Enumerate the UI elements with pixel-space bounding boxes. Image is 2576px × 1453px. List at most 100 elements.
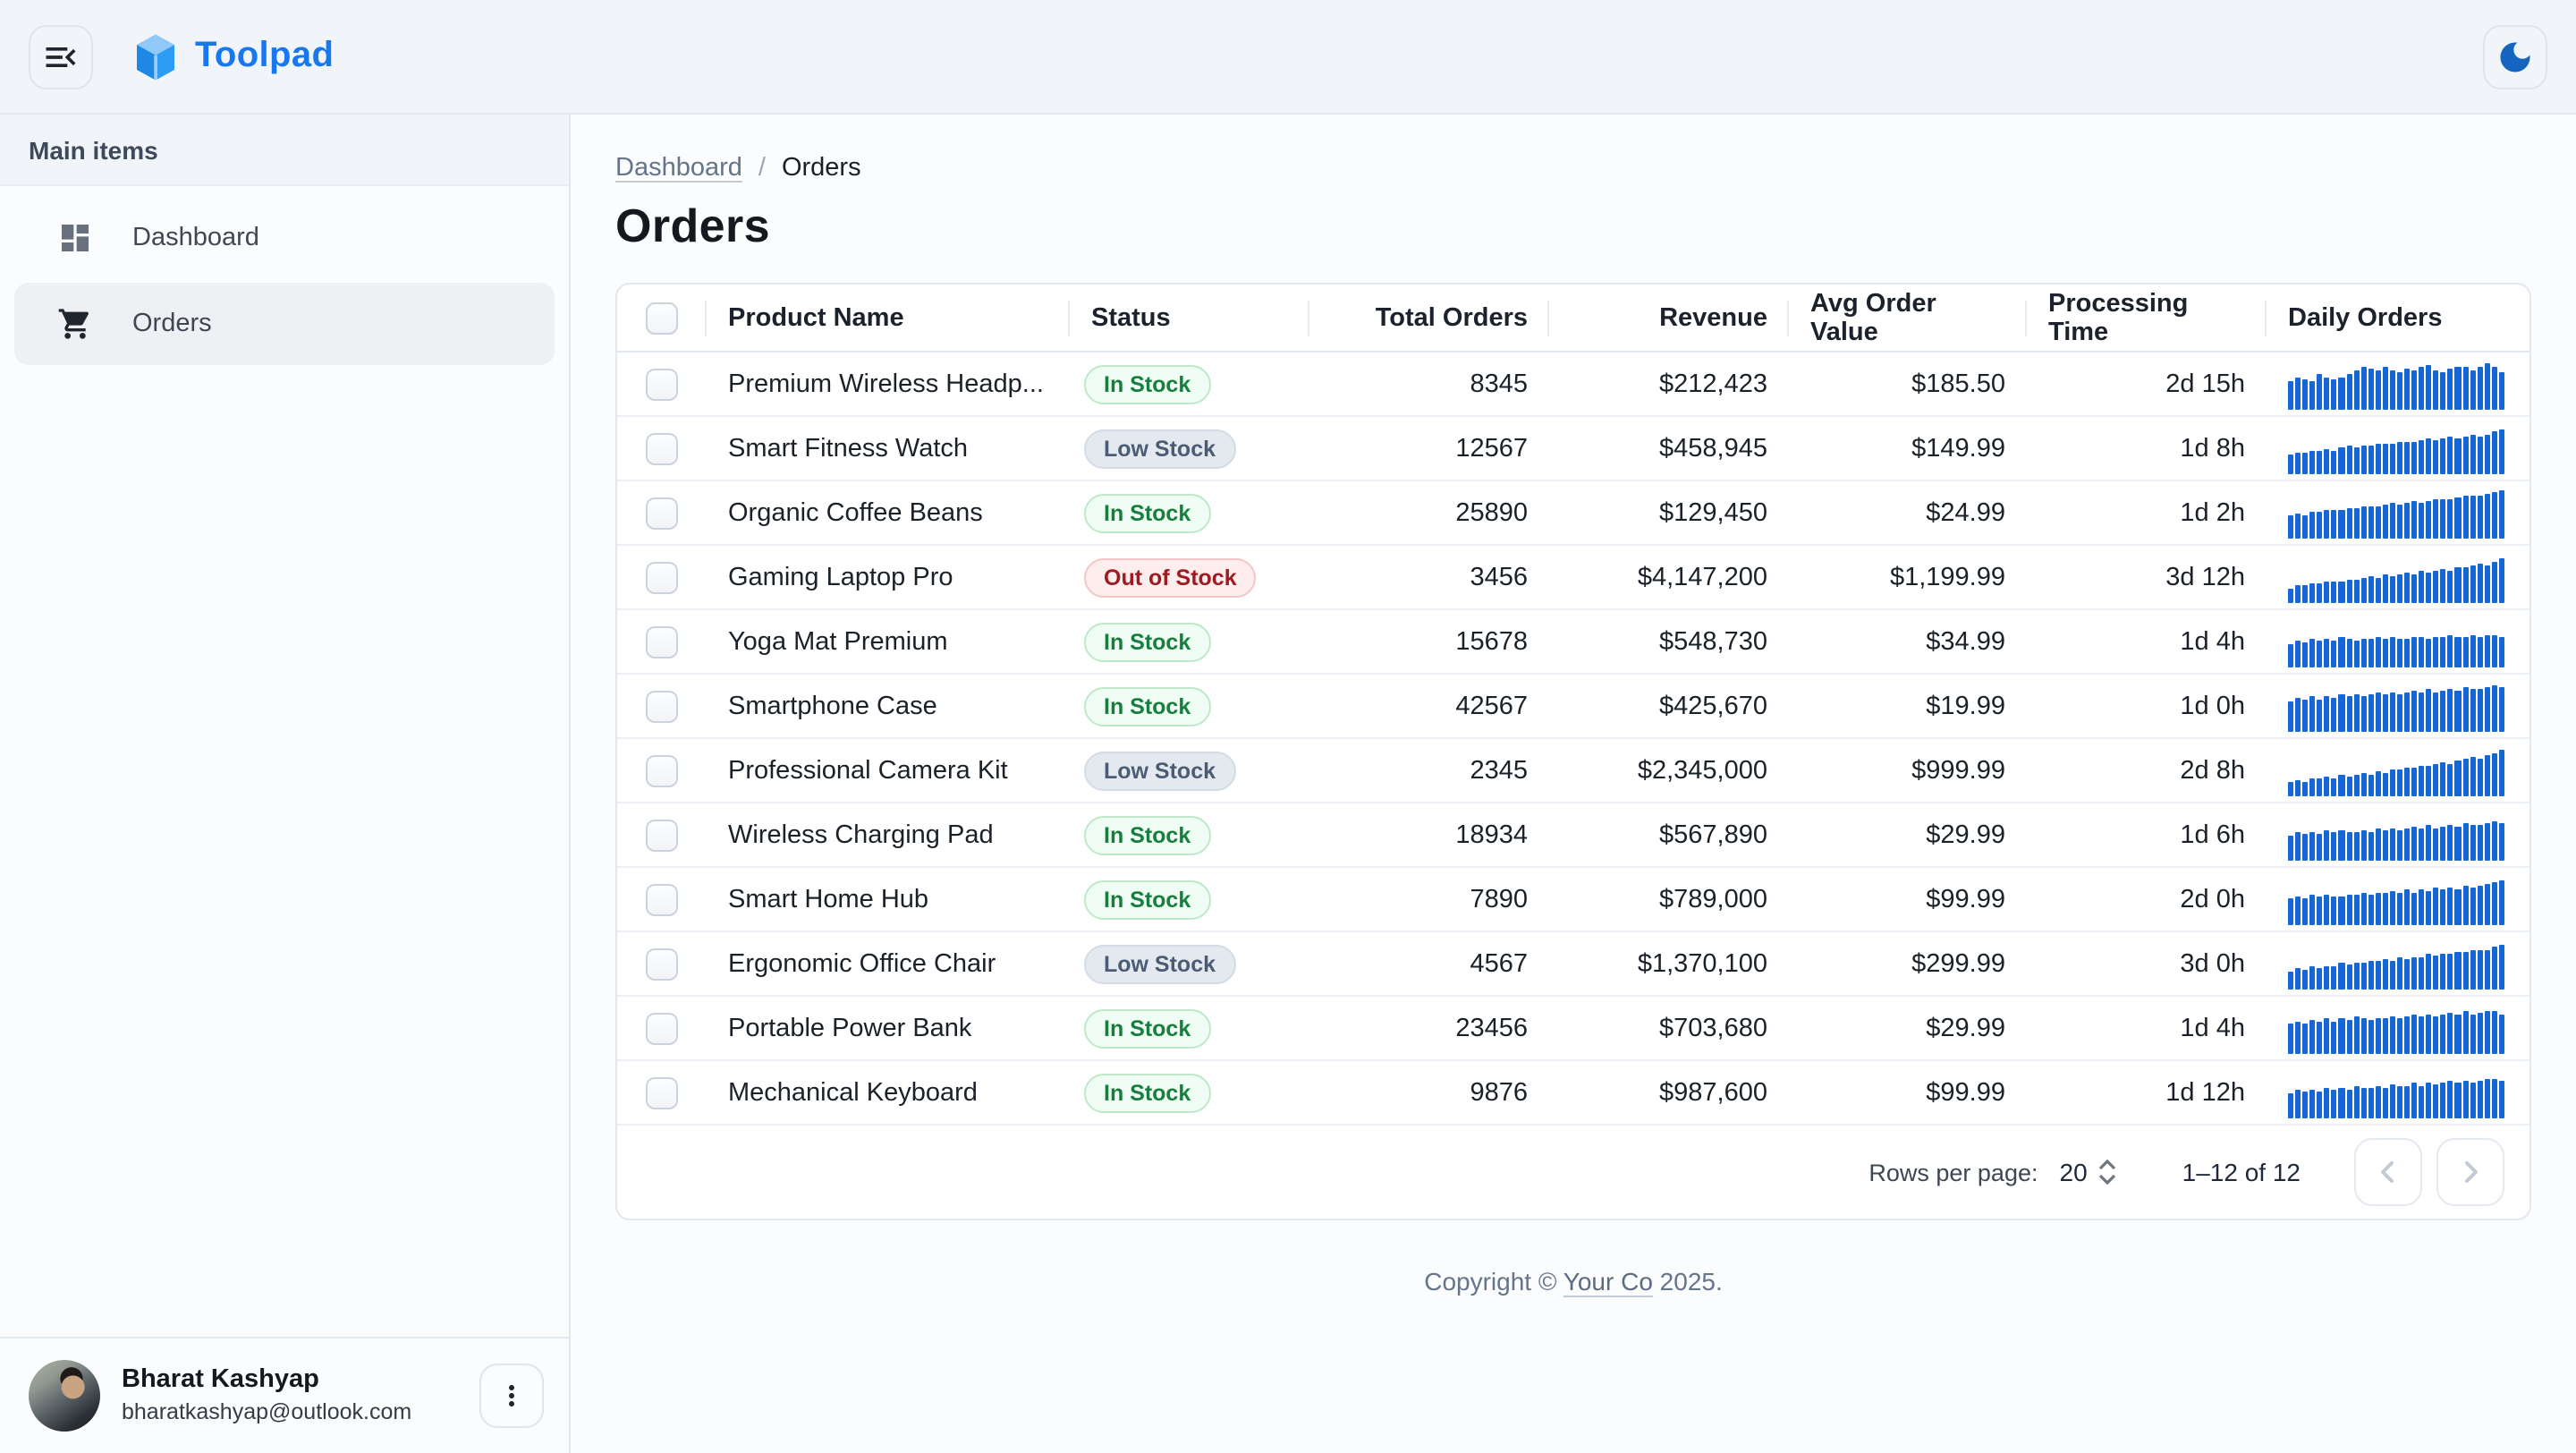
table-row[interactable]: Professional Camera Kit Low Stock 2345 $… [617,739,2529,803]
table-row[interactable]: Yoga Mat Premium In Stock 15678 $548,730… [617,610,2529,675]
collapse-sidebar-button[interactable] [29,24,93,89]
row-checkbox[interactable] [646,1076,678,1109]
sidebar-item-dashboard[interactable]: Dashboard [14,197,555,279]
chevron-right-icon [2453,1154,2488,1190]
row-checkbox[interactable] [646,368,678,400]
brand[interactable]: Toolpad [132,31,334,81]
sparkline-bar [2324,581,2330,602]
row-checkbox[interactable] [646,947,678,980]
row-checkbox[interactable] [646,625,678,658]
select-all-checkbox[interactable] [646,302,678,334]
row-checkbox[interactable] [646,754,678,786]
rows-per-page-value[interactable]: 20 [2059,1158,2088,1186]
row-checkbox[interactable] [646,1012,678,1044]
status-cell: In Stock [1070,686,1309,726]
column-header-revenue[interactable]: Revenue [1549,285,1789,351]
status-cell: In Stock [1070,622,1309,661]
daily-orders-cell [2267,423,2529,473]
user-menu-button[interactable] [479,1364,544,1428]
column-header-processing-time[interactable]: Processing Time [2027,285,2267,351]
total-orders-cell: 42567 [1455,692,1528,720]
sparkline-bar [2302,897,2309,924]
sparkline-bar [2404,888,2411,924]
sparkline-bar [2389,769,2395,795]
sparkline-bar [2309,695,2316,731]
table-row[interactable]: Organic Coffee Beans In Stock 25890 $129… [617,481,2529,546]
sparkline-bar [2411,892,2418,924]
table-row[interactable]: Wireless Charging Pad In Stock 18934 $56… [617,803,2529,868]
table-row[interactable]: Portable Power Bank In Stock 23456 $703,… [617,997,2529,1061]
row-checkbox[interactable] [646,497,678,529]
sparkline-bar [2440,761,2446,795]
row-checkbox[interactable] [646,883,678,915]
sparkline-bar [2331,581,2337,602]
sparkline-bar [2454,566,2461,602]
sparkline-bar [2288,454,2294,473]
total-orders-cell: 12567 [1455,434,1528,463]
sparkline-bar [2477,688,2483,731]
next-page-button[interactable] [2436,1138,2504,1206]
sparkline-bar [2331,640,2337,667]
sparkline-bar [2324,638,2330,667]
table-row[interactable]: Mechanical Keyboard In Stock 9876 $987,6… [617,1061,2529,1126]
table-row[interactable]: Smartphone Case In Stock 42567 $425,670 … [617,675,2529,739]
row-checkbox[interactable] [646,690,678,722]
sparkline-bar [2353,446,2360,473]
sparkline-bar [2470,565,2476,602]
sparkline-bar [2477,824,2483,860]
revenue-cell: $425,670 [1659,692,1767,720]
theme-toggle-button[interactable] [2483,24,2547,89]
table-pagination: Rows per page: 20 1–12 of 12 [617,1126,2529,1219]
table-row[interactable]: Gaming Laptop Pro Out of Stock 3456 $4,1… [617,546,2529,610]
row-checkbox[interactable] [646,432,678,464]
sparkline-bar [2389,692,2395,731]
revenue-cell: $987,600 [1659,1078,1767,1107]
sparkline-bar [2382,504,2388,538]
company-link[interactable]: Your Co [1563,1267,1653,1296]
daily-orders-sparkline [2288,552,2504,602]
sparkline-bar [2331,965,2337,989]
sparkline-bar [2302,452,2309,473]
sparkline-bar [2404,767,2411,795]
previous-page-button[interactable] [2354,1138,2422,1206]
product-name-cell: Smart Home Hub [728,885,929,913]
sparkline-bar [2346,507,2352,538]
row-checkbox[interactable] [646,561,678,593]
sidebar-item-orders[interactable]: Orders [14,283,555,365]
app-header: Toolpad [0,0,2576,115]
sparkline-bar [2498,371,2504,409]
column-header-product-name[interactable]: Product Name [707,285,1070,351]
table-row[interactable]: Smart Home Hub In Stock 7890 $789,000 $9… [617,868,2529,932]
table-row[interactable]: Smart Fitness Watch Low Stock 12567 $458… [617,417,2529,481]
sparkline-bar [2360,577,2367,602]
column-header-total-orders[interactable]: Total Orders [1309,285,1549,351]
sparkline-bar [2324,448,2330,473]
user-meta: Bharat Kashyap bharatkashyap@outlook.com [122,1364,411,1428]
sparkline-bar [2368,1019,2374,1053]
row-checkbox[interactable] [646,819,678,851]
processing-time-cell: 2d 8h [2180,756,2245,785]
sparkline-bar [2324,509,2330,538]
sparkline-bar [2426,500,2432,538]
sparkline-bar [2317,777,2323,795]
sparkline-bar [2470,949,2476,989]
app-body: Main items Dashboard Orders [0,115,2576,1453]
revenue-cell: $4,147,200 [1637,563,1767,591]
table-row[interactable]: Ergonomic Office Chair Low Stock 4567 $1… [617,932,2529,997]
column-header-status[interactable]: Status [1070,285,1309,351]
column-header-avg-order-value[interactable]: Avg Order Value [1789,285,2027,351]
table-row[interactable]: Premium Wireless Headp... In Stock 8345 … [617,353,2529,417]
sparkline-bar [2477,758,2483,795]
sparkline-bar [2491,366,2497,409]
sparkline-bar [2454,1014,2461,1053]
sparkline-bar [2498,636,2504,667]
sparkline-bar [2470,434,2476,473]
rows-per-page-stepper[interactable] [2097,1158,2118,1186]
sparkline-bar [2353,894,2360,924]
sparkline-bar [2338,962,2344,989]
copyright-suffix: 2025. [1652,1267,1723,1296]
sparkline-bar [2368,774,2374,795]
breadcrumb-dashboard-link[interactable]: Dashboard [615,154,742,183]
row-checkbox-cell [617,368,707,400]
column-header-daily-orders[interactable]: Daily Orders [2288,303,2443,332]
